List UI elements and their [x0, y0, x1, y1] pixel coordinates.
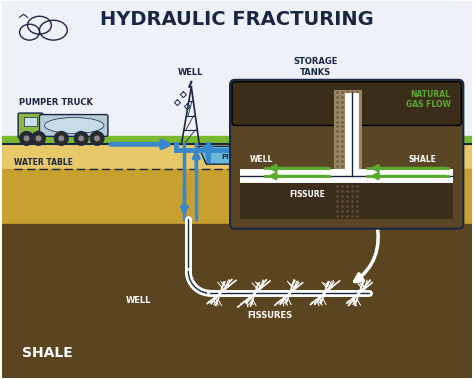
- Circle shape: [90, 132, 104, 145]
- Bar: [2, 169, 472, 224]
- Bar: [240, 179, 454, 219]
- Circle shape: [427, 132, 440, 145]
- Circle shape: [94, 135, 100, 141]
- Text: WELL: WELL: [250, 155, 273, 164]
- Polygon shape: [198, 146, 258, 164]
- Text: FISSURE: FISSURE: [290, 190, 326, 199]
- Bar: [290, 137, 349, 143]
- FancyBboxPatch shape: [362, 114, 430, 136]
- Circle shape: [31, 132, 46, 145]
- Ellipse shape: [319, 91, 336, 99]
- Text: SHALE: SHALE: [409, 155, 437, 164]
- Circle shape: [430, 135, 437, 141]
- Circle shape: [365, 132, 379, 145]
- FancyBboxPatch shape: [232, 82, 461, 125]
- Text: WELL: WELL: [125, 296, 151, 305]
- Circle shape: [410, 135, 417, 141]
- Text: SHALE: SHALE: [22, 346, 73, 360]
- Text: FISSURES: FISSURES: [247, 311, 292, 320]
- Circle shape: [24, 135, 29, 141]
- Ellipse shape: [45, 117, 104, 133]
- Bar: [2, 2, 472, 144]
- Circle shape: [55, 132, 68, 145]
- Text: PIT: PIT: [222, 154, 234, 160]
- Circle shape: [386, 135, 392, 141]
- Circle shape: [440, 135, 447, 141]
- Bar: [2, 144, 472, 169]
- FancyBboxPatch shape: [317, 93, 338, 144]
- Text: WATER TABLE: WATER TABLE: [14, 158, 73, 167]
- Ellipse shape: [293, 84, 315, 92]
- Bar: [334, 90, 362, 219]
- FancyBboxPatch shape: [39, 114, 108, 136]
- Circle shape: [437, 132, 450, 145]
- Circle shape: [407, 132, 420, 145]
- Bar: [24, 116, 37, 127]
- Text: STORAGE
TANKS: STORAGE TANKS: [293, 58, 337, 77]
- FancyArrowPatch shape: [355, 221, 378, 282]
- Text: TANKER TRUCK: TANKER TRUCK: [368, 98, 440, 106]
- FancyBboxPatch shape: [230, 80, 463, 229]
- Circle shape: [58, 135, 64, 141]
- Circle shape: [382, 132, 396, 145]
- FancyBboxPatch shape: [292, 86, 318, 144]
- FancyBboxPatch shape: [18, 113, 43, 138]
- Bar: [2, 136, 472, 144]
- Circle shape: [36, 135, 41, 141]
- Circle shape: [74, 132, 88, 145]
- Circle shape: [369, 135, 375, 141]
- FancyBboxPatch shape: [425, 113, 450, 138]
- Ellipse shape: [367, 117, 427, 133]
- Circle shape: [19, 132, 34, 145]
- Circle shape: [78, 135, 84, 141]
- Text: PUMPER TRUCK: PUMPER TRUCK: [19, 98, 93, 106]
- Text: NATURAL
GAS FLOW: NATURAL GAS FLOW: [406, 90, 450, 109]
- Bar: [429, 116, 444, 127]
- Bar: [2, 224, 472, 377]
- Text: HYDRAULIC FRACTURING: HYDRAULIC FRACTURING: [100, 10, 374, 29]
- Text: WELL: WELL: [178, 68, 203, 77]
